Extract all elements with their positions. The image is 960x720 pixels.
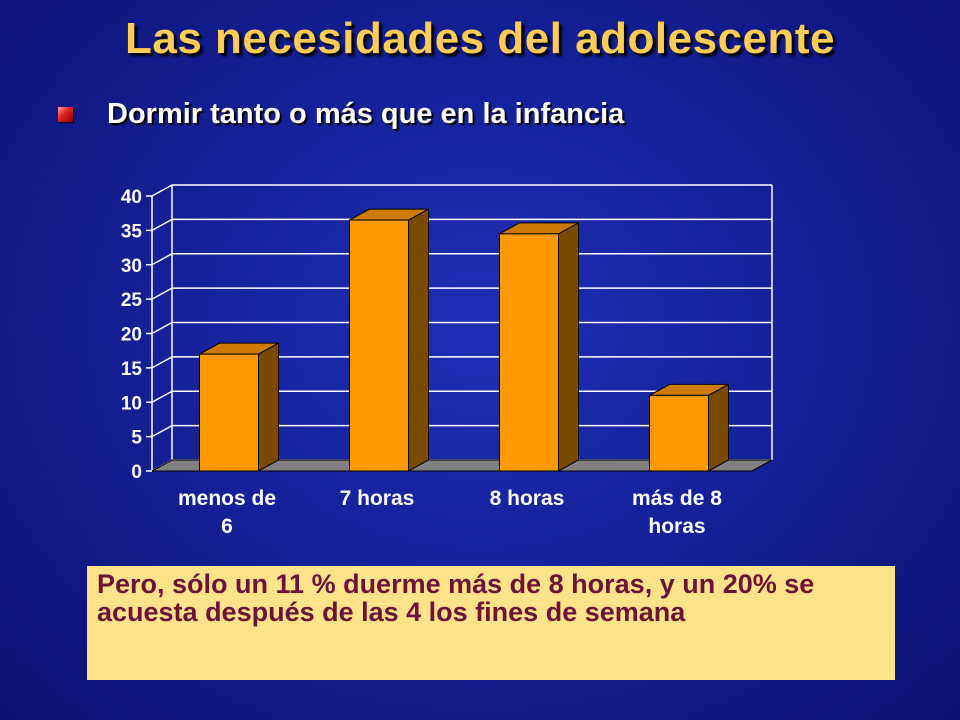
bar [349, 208, 429, 472]
x-tick-label: más de 8 [632, 487, 722, 510]
bar-side [408, 208, 429, 472]
y-tick-label: 10 [121, 393, 142, 414]
bar-front [349, 219, 409, 472]
y-tick-label: 20 [121, 325, 142, 346]
bar [649, 383, 729, 472]
y-tick-label: 25 [121, 290, 143, 311]
bar-side [258, 342, 279, 472]
bar-front [499, 233, 559, 472]
gridline-side [151, 287, 173, 300]
y-axis-ticks: 0 5 10 15 20 25 30 35 40 [121, 187, 143, 483]
gridline-side [151, 390, 173, 403]
y-tick-label: 15 [121, 359, 143, 380]
bar-side [708, 383, 729, 472]
y-tick-label: 40 [121, 187, 142, 208]
red-square-bullet-icon [58, 107, 73, 122]
x-axis-labels: menos de 6 7 horas 8 horas más de 8 horas [178, 487, 722, 538]
slide-title: Las necesidades del adolescente [124, 14, 836, 63]
x-tick-label: 8 horas [490, 487, 565, 510]
bullet-text: Dormir tanto o más que en la infancia [107, 98, 625, 130]
bar [499, 221, 579, 472]
x-tick-label: horas [648, 515, 705, 538]
note-box: Pero, sólo un 11 % duerme más de 8 horas… [87, 566, 895, 680]
gridline-side [151, 253, 173, 266]
bar-front [649, 394, 709, 472]
bar-side [558, 221, 579, 472]
x-tick-label: 6 [221, 515, 233, 538]
x-tick-label: 7 horas [340, 487, 415, 510]
y-tick-label: 0 [131, 462, 142, 483]
gridline-side [151, 218, 173, 232]
y-tick-label: 30 [121, 256, 142, 277]
bullet-row: Dormir tanto o más que en la infancia [58, 98, 624, 131]
gridline-side [151, 184, 173, 197]
bar [199, 342, 279, 472]
bar-front [199, 353, 259, 472]
gridline-side [151, 424, 173, 438]
bar-chart: 0 5 10 15 20 25 30 35 40 menos de 6 7 horas 8 horas… [121, 184, 773, 538]
y-tick-label: 35 [121, 221, 143, 242]
gridline-side [151, 356, 173, 369]
y-tick-label: 5 [131, 428, 142, 449]
chart-bars [199, 208, 729, 472]
gridline-side [151, 321, 173, 335]
x-tick-label: menos de [178, 487, 276, 510]
